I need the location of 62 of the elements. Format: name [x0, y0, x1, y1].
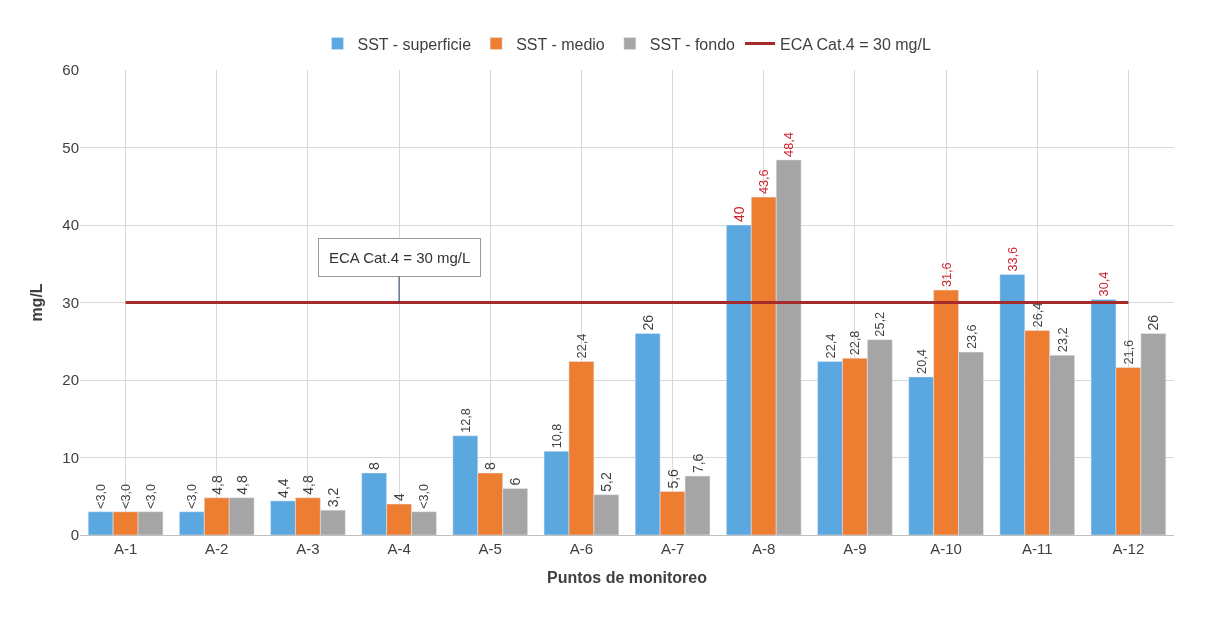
- x-tick-label: A-7: [660, 540, 685, 557]
- y-tick-label: 0: [70, 526, 79, 544]
- data-label: <3,0: [143, 484, 158, 509]
- x-tick-label: A-4: [387, 540, 411, 557]
- data-label: 5,6: [664, 468, 681, 489]
- x-tick-label: A-5: [478, 540, 502, 557]
- x-tick-label: A-12: [1112, 540, 1145, 557]
- data-label: 10,8: [550, 423, 565, 449]
- data-label: 5,2: [598, 472, 615, 492]
- x-tick-label: A-10: [930, 540, 962, 557]
- x-tick-label: A-9: [843, 540, 867, 557]
- data-label: 26: [1145, 314, 1162, 331]
- data-label: 22,4: [823, 333, 838, 359]
- y-tick-label: 10: [62, 448, 79, 466]
- annotation: ECA Cat.4 = 30 mg/L: [329, 249, 471, 266]
- data-label: 21,6: [1121, 339, 1136, 365]
- data-label: 23,2: [1055, 327, 1070, 353]
- data-label: 4,8: [299, 475, 316, 495]
- y-tick-label: 60: [62, 61, 79, 79]
- data-label: 22,4: [574, 333, 589, 359]
- y-tick-label: 20: [62, 371, 79, 389]
- data-label: <3,0: [417, 484, 432, 509]
- y-tick-label: 30: [62, 293, 79, 311]
- legend-label: SST - medio: [516, 35, 605, 53]
- x-tick-label: A-2: [205, 540, 229, 557]
- data-label: 6: [507, 477, 524, 486]
- data-label: 3,2: [324, 487, 341, 508]
- data-label: 43,6: [757, 169, 772, 195]
- x-tick-label: A-3: [296, 540, 320, 557]
- legend-label: SST - fondo: [649, 35, 736, 53]
- legend-label: SST - superficie: [357, 35, 472, 53]
- y-tick-label: 50: [62, 138, 79, 156]
- data-label: 25,2: [873, 311, 888, 337]
- data-label: 7,6: [689, 453, 706, 474]
- x-tick-label: A-8: [752, 540, 776, 557]
- data-label: 26: [639, 314, 656, 331]
- data-label: 20,4: [914, 349, 929, 374]
- data-label: 48,4: [782, 132, 797, 157]
- data-label: 22,8: [848, 330, 863, 356]
- data-label: 4,8: [208, 475, 225, 495]
- data-label: 23,6: [964, 324, 979, 350]
- legend-label: ECA Cat.4 = 30 mg/L: [780, 35, 931, 53]
- x-axis-title: Puntos de monitoreo: [547, 568, 708, 586]
- data-label: 30,4: [1097, 271, 1112, 297]
- data-label: 31,6: [939, 262, 954, 288]
- data-label: 33,6: [1005, 246, 1020, 272]
- data-label: 4: [391, 493, 408, 501]
- data-label: 4,8: [233, 475, 250, 495]
- data-label: 12,8: [458, 408, 473, 433]
- y-axis-title: mg/L: [28, 283, 46, 322]
- data-label: <3,0: [185, 484, 200, 509]
- x-tick-label: A-11: [1021, 540, 1053, 557]
- data-label: 26,4: [1030, 302, 1045, 328]
- data-label: 8: [482, 462, 499, 470]
- data-label: 8: [366, 462, 383, 470]
- x-tick-label: A-6: [569, 540, 594, 557]
- data-label: <3,0: [119, 484, 134, 509]
- x-tick-label: A-1: [113, 540, 138, 557]
- y-tick-label: 40: [62, 216, 79, 234]
- data-label: 4,4: [275, 478, 291, 498]
- data-label: 40: [730, 206, 747, 222]
- data-label: <3,0: [94, 484, 109, 509]
